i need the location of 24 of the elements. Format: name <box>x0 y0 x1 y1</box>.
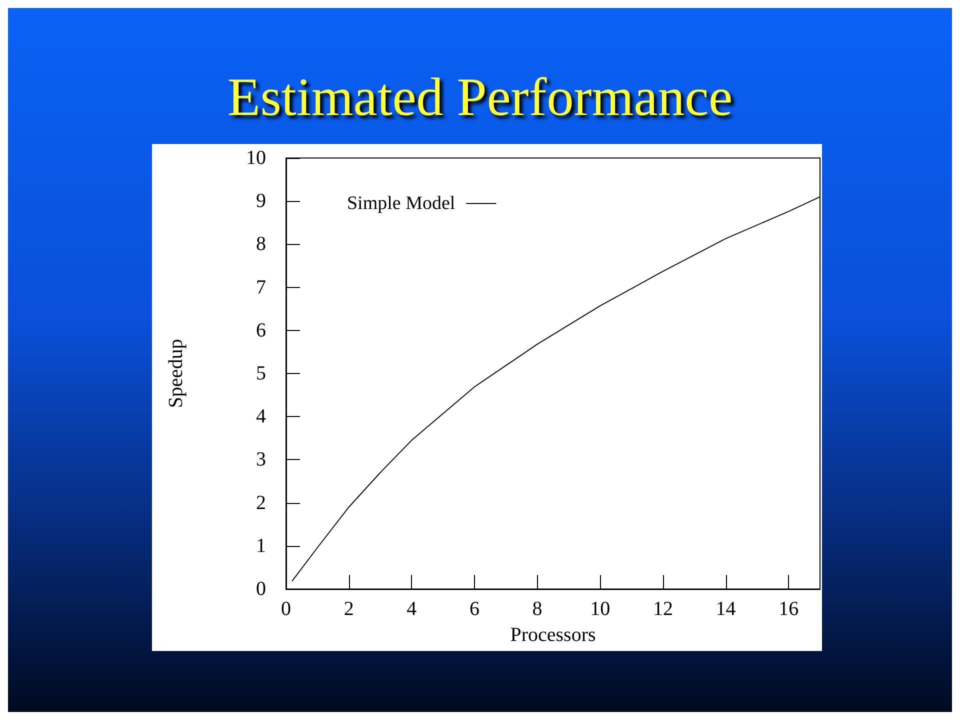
y-tick-label: 10 <box>246 147 266 169</box>
chart-title: Estimated Performance <box>226 66 734 128</box>
y-tick-label: 3 <box>256 448 266 471</box>
x-tick-label: 12 <box>652 598 673 620</box>
y-tick-label: 6 <box>256 319 266 342</box>
y-tick-label: 7 <box>256 276 266 298</box>
x-tick-label: 6 <box>469 598 480 620</box>
y-tick-label: 1 <box>256 534 266 557</box>
x-tick-label: 14 <box>716 598 736 620</box>
y-tick-label: 2 <box>256 492 266 514</box>
y-axis-title: Speedup <box>165 339 187 408</box>
legend-label: Simple Model <box>346 193 456 214</box>
x-axis-title: Processors <box>510 624 596 646</box>
x-tick-label: 0 <box>281 598 291 620</box>
x-tick-label: 2 <box>344 598 354 620</box>
y-tick-label: 9 <box>256 190 266 212</box>
x-tick-label: 10 <box>590 598 610 620</box>
x-tick-label: 16 <box>778 598 799 620</box>
y-tick-label: 8 <box>256 233 266 256</box>
y-tick-label: 4 <box>256 406 266 428</box>
x-tick-label: 8 <box>532 598 542 620</box>
x-tick-label: 4 <box>406 598 417 620</box>
y-tick-label: 0 <box>256 578 266 600</box>
y-tick-label: 5 <box>256 362 266 384</box>
